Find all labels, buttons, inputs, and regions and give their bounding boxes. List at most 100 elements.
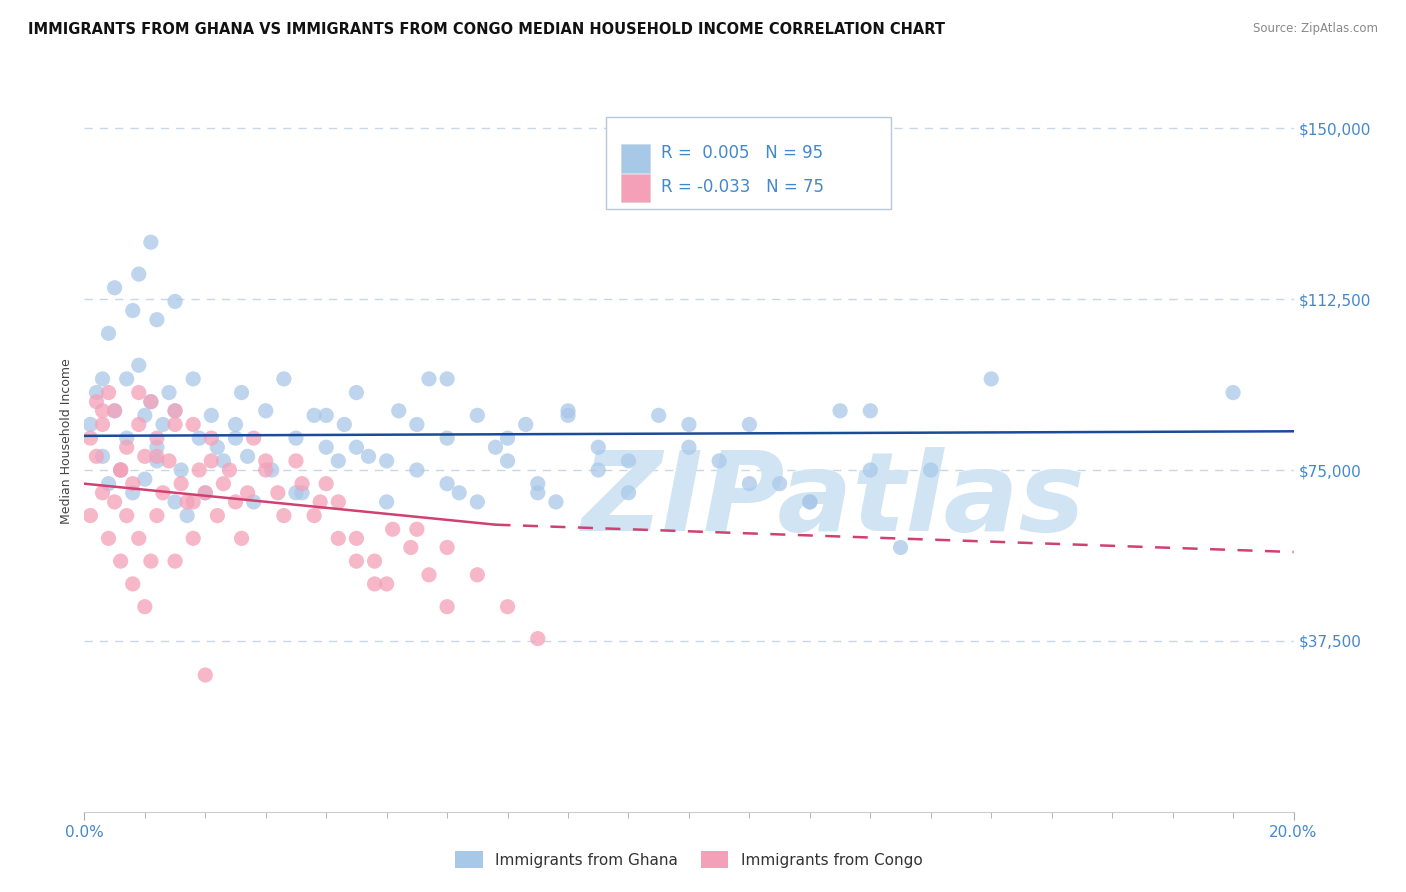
Point — [254, 454, 277, 468]
Text: R =  0.005   N = 95: R = 0.005 N = 95 — [661, 144, 823, 161]
Point — [436, 476, 458, 491]
Point — [188, 431, 211, 445]
Point — [176, 508, 198, 523]
Point — [285, 485, 308, 500]
Point — [346, 440, 368, 454]
Point — [363, 577, 385, 591]
Point — [128, 267, 150, 281]
Point — [165, 404, 187, 418]
Point — [97, 385, 120, 400]
Point — [110, 463, 132, 477]
Point — [648, 409, 671, 423]
Point — [104, 495, 127, 509]
Point — [346, 532, 368, 546]
Point — [328, 532, 350, 546]
Point — [139, 394, 162, 409]
Point — [242, 495, 264, 509]
Point — [388, 404, 411, 418]
Point — [769, 476, 792, 491]
Point — [146, 508, 169, 523]
Text: R = -0.033   N = 75: R = -0.033 N = 75 — [661, 178, 824, 195]
Point — [515, 417, 537, 432]
Point — [285, 431, 308, 445]
Point — [176, 495, 198, 509]
Point — [207, 440, 229, 454]
Point — [273, 372, 295, 386]
Point — [302, 409, 325, 423]
Point — [399, 541, 422, 555]
Point — [134, 409, 156, 423]
Point — [181, 372, 204, 386]
Point — [467, 409, 489, 423]
Point — [165, 404, 187, 418]
Point — [165, 554, 187, 568]
Point — [146, 312, 169, 326]
Point — [449, 485, 471, 500]
Point — [86, 450, 108, 464]
Point — [165, 417, 187, 432]
Point — [406, 463, 429, 477]
Point — [146, 431, 169, 445]
Point — [104, 404, 127, 418]
Point — [121, 476, 143, 491]
Point — [231, 385, 253, 400]
Point — [242, 431, 264, 445]
Point — [157, 385, 180, 400]
Point — [115, 508, 138, 523]
Point — [152, 485, 174, 500]
Point — [207, 508, 229, 523]
Point — [79, 508, 101, 523]
Point — [527, 476, 550, 491]
Y-axis label: Median Household Income: Median Household Income — [60, 359, 73, 524]
Point — [79, 417, 101, 432]
Point — [165, 495, 187, 509]
Point — [86, 394, 108, 409]
Point — [79, 431, 101, 445]
Point — [188, 463, 211, 477]
Point — [436, 599, 458, 614]
Point — [557, 404, 579, 418]
Point — [86, 385, 108, 400]
Point — [91, 372, 114, 386]
Point — [496, 454, 519, 468]
Point — [436, 541, 458, 555]
Point — [527, 485, 550, 500]
Point — [181, 495, 204, 509]
Point — [285, 454, 308, 468]
Point — [121, 303, 143, 318]
Point — [678, 417, 700, 432]
Point — [134, 450, 156, 464]
Point — [859, 404, 882, 418]
Point — [128, 358, 150, 372]
Point — [231, 532, 253, 546]
Point — [588, 463, 610, 477]
Point — [128, 417, 150, 432]
Point — [146, 440, 169, 454]
Point — [110, 463, 132, 477]
Point — [139, 394, 162, 409]
Point — [225, 495, 247, 509]
Point — [980, 372, 1002, 386]
Point — [115, 431, 138, 445]
Point — [333, 417, 356, 432]
Point — [375, 454, 398, 468]
Point — [291, 485, 314, 500]
Point — [128, 532, 150, 546]
Point — [121, 485, 143, 500]
Point — [128, 385, 150, 400]
Point — [375, 495, 398, 509]
Point — [467, 495, 489, 509]
Point — [181, 417, 204, 432]
Point — [200, 454, 222, 468]
Point — [527, 632, 550, 646]
Point — [104, 281, 127, 295]
Point — [436, 372, 458, 386]
Point — [1222, 385, 1244, 400]
Point — [170, 476, 193, 491]
Point — [157, 454, 180, 468]
Text: IMMIGRANTS FROM GHANA VS IMMIGRANTS FROM CONGO MEDIAN HOUSEHOLD INCOME CORRELATI: IMMIGRANTS FROM GHANA VS IMMIGRANTS FROM… — [28, 22, 945, 37]
Point — [170, 463, 193, 477]
Point — [146, 454, 169, 468]
Point — [194, 485, 217, 500]
Point — [346, 385, 368, 400]
